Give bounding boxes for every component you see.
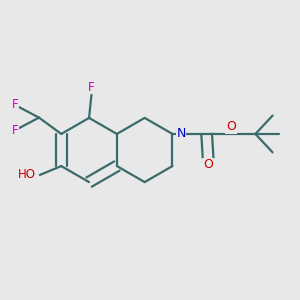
Text: F: F bbox=[88, 81, 95, 94]
Text: O: O bbox=[226, 120, 236, 133]
Text: HO: HO bbox=[18, 169, 36, 182]
Text: N: N bbox=[176, 128, 186, 140]
Text: F: F bbox=[12, 98, 19, 111]
Text: F: F bbox=[12, 124, 19, 137]
Text: O: O bbox=[203, 158, 213, 171]
